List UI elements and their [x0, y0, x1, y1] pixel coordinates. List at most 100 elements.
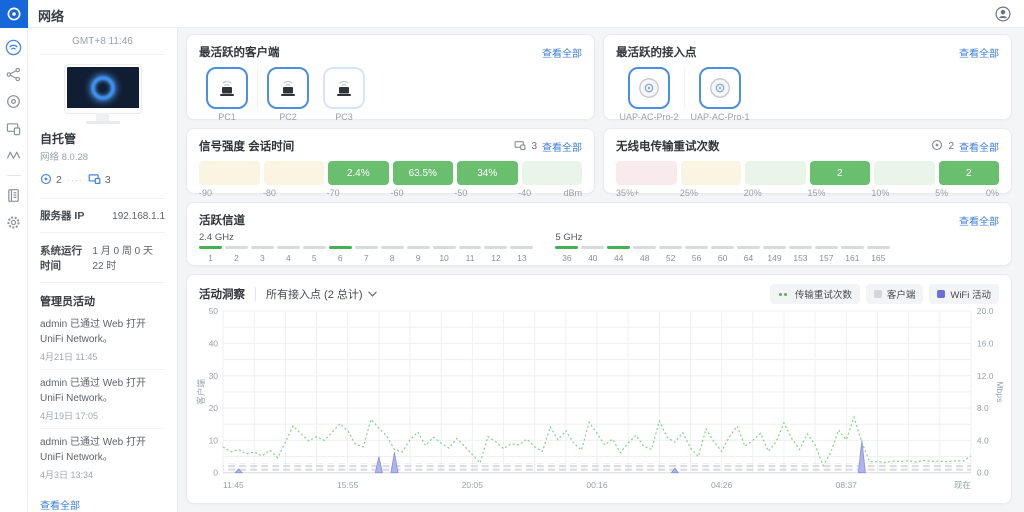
- device-counts-row: 2 ···· 3: [40, 172, 165, 188]
- svg-text:08:37: 08:37: [836, 480, 858, 490]
- radio-count-icon: [931, 139, 943, 154]
- console-swirl: [90, 75, 115, 100]
- server-ip-value: 192.168.1.1: [112, 211, 165, 222]
- channel-11: 11: [458, 246, 482, 263]
- ap-scope-dropdown[interactable]: 所有接入点 (2 总计): [266, 286, 377, 302]
- svg-text:30: 30: [209, 371, 219, 381]
- channel-number: 157: [819, 253, 834, 263]
- ap-tile[interactable]: [628, 67, 670, 109]
- svg-text:0.0: 0.0: [977, 468, 989, 478]
- nav-devices-icon[interactable]: [5, 120, 22, 137]
- channel-band: 2.4 GHz 1 2 3 4 5 6 7 8 9 10 11 12 13: [199, 232, 534, 263]
- client-tile-label: PC2: [279, 112, 297, 122]
- signal-tick: dBm: [563, 188, 582, 198]
- channel-bar: [840, 246, 864, 249]
- channel-48: 48: [633, 246, 657, 263]
- admin-activity-title: 管理员活动: [40, 282, 165, 311]
- band-bars: 36 40 44 48 52 56 60 64 149 153 157 161 165: [555, 246, 890, 263]
- unifi-logo-icon[interactable]: [0, 0, 28, 28]
- nav-radios-icon[interactable]: [5, 93, 22, 110]
- svg-text:15:55: 15:55: [337, 480, 359, 490]
- channel-149: 149: [763, 246, 786, 263]
- activity-chart: 0 10 20 30 40 50 0.0 4.0 8.0 12.0 16.0 20.0 客户端 Mbps 1…: [195, 305, 1005, 499]
- retries-tick: 25%: [679, 188, 698, 198]
- ap-tile-label: UAP-AC-Pro-1: [690, 112, 750, 122]
- svg-text:12.0: 12.0: [977, 371, 994, 381]
- signal-strength-card: 信号强度 会话时间 3 查看全部 2.4% 63.5% 34% -90 -80 -70 -…: [186, 128, 595, 198]
- legend-swatch-gray: [873, 290, 882, 298]
- signal-view-all-link[interactable]: 查看全部: [542, 142, 582, 154]
- svg-text:10: 10: [209, 435, 219, 445]
- top-clients-view-all-link[interactable]: 查看全部: [542, 48, 582, 60]
- channel-44: 44: [607, 246, 631, 263]
- retries-tick: 10%: [871, 188, 890, 198]
- retries-title: 无线电传输重试次数: [616, 141, 720, 153]
- retries-segment: [745, 161, 806, 185]
- header-divider: [255, 287, 256, 301]
- signal-axis: -90 -80 -70 -60 -50 -40 dBm: [199, 188, 582, 202]
- retries-tick: 20%: [743, 188, 762, 198]
- nav-wifi-dashboard-icon[interactable]: [5, 39, 22, 56]
- nav-topology-icon[interactable]: [5, 66, 22, 83]
- svg-text:8.0: 8.0: [977, 403, 989, 413]
- channel-bar: [510, 246, 534, 249]
- channels-view-all-link[interactable]: 查看全部: [959, 216, 999, 228]
- retries-segment: [680, 161, 741, 185]
- channel-52: 52: [659, 246, 683, 263]
- legend-gray[interactable]: 客户端: [865, 284, 924, 304]
- client-tile[interactable]: [267, 67, 309, 109]
- ap-tile-uap-ac-pro-2: UAP-AC-Pro-2: [616, 67, 682, 122]
- nav-insights-icon[interactable]: [5, 147, 22, 164]
- channel-7: 7: [354, 246, 378, 263]
- svg-text:16.0: 16.0: [977, 338, 994, 348]
- ap-tile-uap-ac-pro-1: UAP-AC-Pro-1: [687, 67, 753, 122]
- active-channels-card: 活跃信道 查看全部 2.4 GHz 1 2 3 4 5 6 7 8 9 10 11 12 13 5 GHz 3…: [186, 202, 1012, 266]
- sidebar-view-all-link[interactable]: 查看全部: [40, 501, 80, 512]
- client-tile-pc1: PC1: [199, 67, 255, 122]
- admin-activity-list: admin 已通过 Web 打开 UniFi Network。 4月21日 11:…: [40, 311, 165, 487]
- retries-view-all-link[interactable]: 查看全部: [959, 142, 999, 154]
- client-tile-pc2: PC2: [260, 67, 316, 122]
- timezone-clock: GMT+8 11:46: [40, 28, 165, 55]
- network-version: 网络 8.0.28: [40, 152, 89, 163]
- nav-rail: [0, 28, 28, 512]
- client-tile[interactable]: [323, 67, 365, 109]
- main-content: 最活跃的客户端 查看全部 PC1 PC2 PC3 最活跃的接入点 查看全部 UAP-…: [178, 28, 1024, 512]
- nav-settings-icon[interactable]: [5, 214, 22, 231]
- ap-tile[interactable]: [699, 67, 741, 109]
- chart-legend: 传输重试次数 客户端 WiFi 活动: [769, 284, 999, 304]
- top-aps-view-all-link[interactable]: 查看全部: [959, 48, 999, 60]
- svg-text:11:45: 11:45: [223, 480, 244, 490]
- laptop-count-icon: [514, 139, 526, 154]
- svg-text:50: 50: [209, 306, 219, 316]
- band-label: 5 GHz: [555, 232, 583, 243]
- svg-text:Mbps: Mbps: [995, 381, 1003, 402]
- channel-36: 36: [555, 246, 579, 263]
- client-count: 3: [104, 174, 111, 186]
- retries-tick: 5%: [935, 188, 949, 198]
- signal-segment: [521, 161, 582, 185]
- band-label: 2.4 GHz: [199, 232, 234, 243]
- svg-text:客户端: 客户端: [195, 379, 206, 405]
- legend-dots[interactable]: 传输重试次数: [769, 284, 860, 304]
- top-clients-title: 最活跃的客户端: [199, 47, 280, 59]
- legend-blue[interactable]: WiFi 活动: [929, 284, 999, 304]
- channel-bar: [199, 246, 222, 249]
- svg-text:20:05: 20:05: [462, 480, 484, 490]
- channel-number: 7: [363, 253, 369, 263]
- retries-segment: 2: [938, 161, 999, 185]
- nav-journal-icon[interactable]: [5, 187, 22, 204]
- console-base: [85, 121, 120, 124]
- client-tile[interactable]: [206, 67, 248, 109]
- channel-1: 1: [199, 246, 222, 263]
- uptime-row: 系统运行时间 1 月 0 周 0 天 22 时: [40, 232, 165, 282]
- channel-number: 13: [517, 253, 527, 263]
- retries-count: 2: [948, 140, 954, 152]
- chevron-down-icon: [367, 291, 377, 297]
- channel-40: 40: [581, 246, 605, 263]
- page-title: 网络: [38, 9, 65, 24]
- account-icon[interactable]: [994, 5, 1012, 23]
- signal-tick: -50: [454, 188, 468, 198]
- channel-bar: [737, 246, 761, 249]
